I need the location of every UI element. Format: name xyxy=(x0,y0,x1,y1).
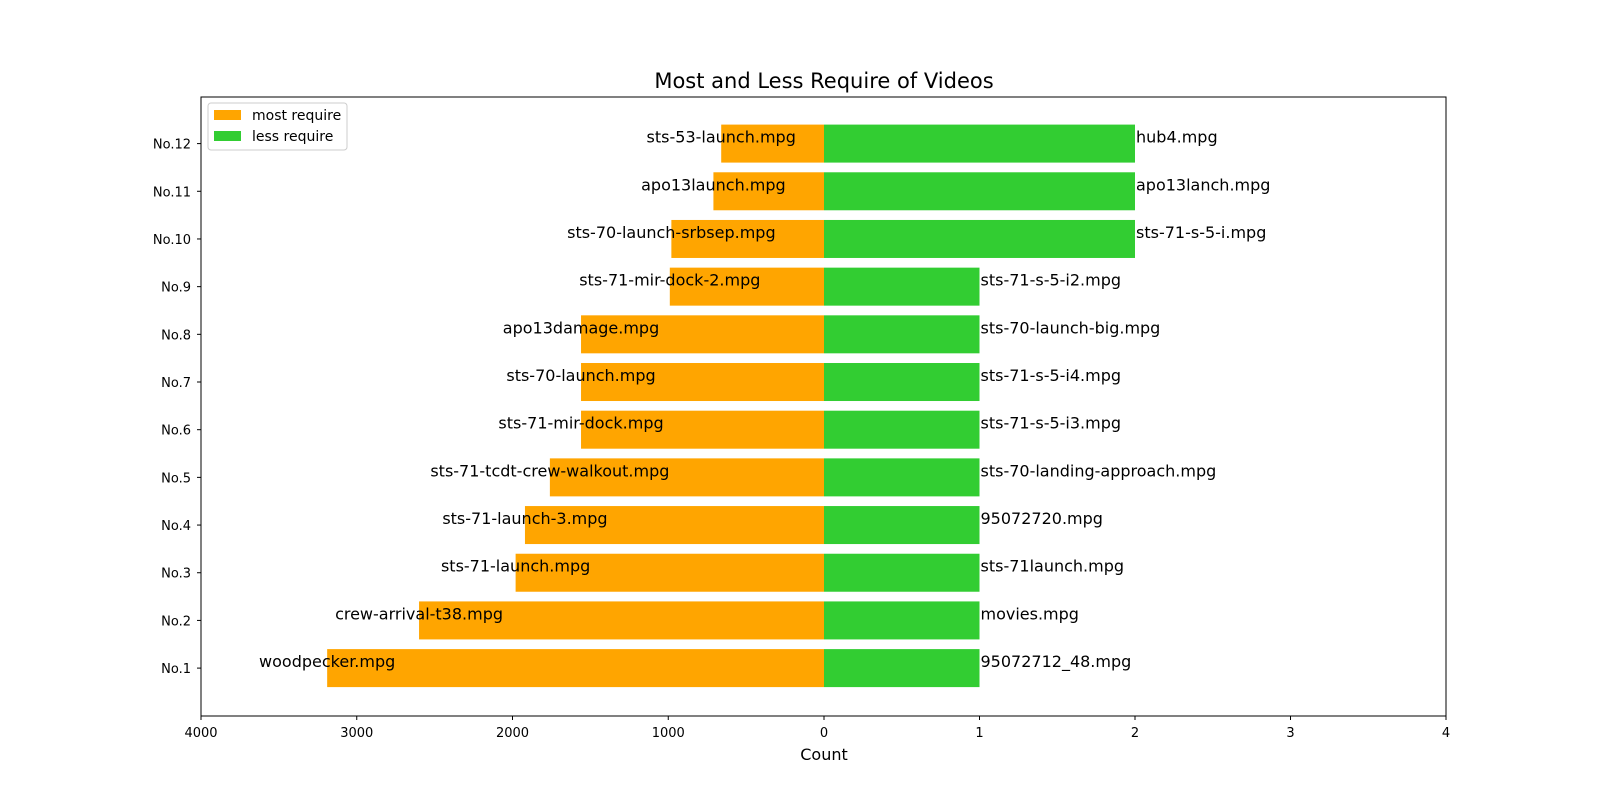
y-tick-label: No.5 xyxy=(161,471,191,486)
bar-label-most-require: sts-53-launch.mpg xyxy=(647,128,796,147)
bar-label-less-require: apo13lanch.mpg xyxy=(1136,175,1270,194)
y-tick-label: No.9 xyxy=(161,281,191,296)
legend-label: most require xyxy=(252,108,341,124)
plot-frame xyxy=(200,96,1447,717)
bar-most-require xyxy=(419,601,824,640)
bar-less-require xyxy=(824,601,980,640)
x-tick-label: 2000 xyxy=(496,726,529,741)
x-tick-label: 3000 xyxy=(340,726,373,741)
bar-label-most-require: sts-71-launch.mpg xyxy=(441,557,590,576)
bar-label-most-require: sts-71-launch-3.mpg xyxy=(442,509,607,528)
legend-box xyxy=(207,102,348,151)
bar-less-require xyxy=(824,267,980,306)
bar-most-require xyxy=(669,267,824,306)
x-tick-label: 3 xyxy=(1286,726,1294,741)
bar-less-require xyxy=(824,172,1135,211)
bar-most-require xyxy=(721,124,824,163)
bar-less-require xyxy=(824,506,980,545)
bar-most-require xyxy=(671,219,824,258)
chart-title: Most and Less Require of Videos xyxy=(654,69,993,93)
bar-label-less-require: 95072720.mpg xyxy=(981,509,1103,528)
bar-most-require xyxy=(581,363,824,402)
bar-label-most-require: apo13launch.mpg xyxy=(641,175,786,194)
x-tick-label: 4 xyxy=(1442,726,1450,741)
y-tick-label: No.7 xyxy=(161,376,191,391)
bar-label-less-require: hub4.mpg xyxy=(1136,128,1218,147)
y-tick-label: No.3 xyxy=(161,567,191,582)
bar-label-most-require: sts-71-tcdt-crew-walkout.mpg xyxy=(430,461,669,480)
y-tick-label: No.11 xyxy=(153,185,191,200)
bar-label-most-require: sts-71-mir-dock-2.mpg xyxy=(579,271,760,290)
x-axis: 4000 3000 2000 1000 0 1 2 3 4 xyxy=(184,716,1450,741)
bar-less-require xyxy=(824,219,1135,258)
bar-less-require xyxy=(824,124,1135,163)
bar-most-require xyxy=(515,553,824,592)
bar-label-less-require: sts-70-landing-approach.mpg xyxy=(981,461,1217,480)
bar-label-less-require: movies.mpg xyxy=(981,604,1079,623)
bar-label-less-require: sts-71launch.mpg xyxy=(981,557,1125,576)
bar-label-less-require: sts-71-s-5-i.mpg xyxy=(1136,223,1266,242)
bar-label-most-require: woodpecker.mpg xyxy=(259,652,395,671)
bar-label-less-require: 95072712_48.mpg xyxy=(981,652,1132,672)
bar-label-most-require: apo13damage.mpg xyxy=(503,318,659,337)
bar-most-require xyxy=(327,649,824,688)
x-tick-label: 1000 xyxy=(652,726,685,741)
bar-most-require xyxy=(713,172,824,211)
x-tick-label: 2 xyxy=(1131,726,1139,741)
y-tick-label: No.4 xyxy=(161,519,191,534)
x-tick-label: 0 xyxy=(820,726,828,741)
x-axis-label: Count xyxy=(800,745,848,764)
bar-most-require xyxy=(524,506,824,545)
bar-most-require xyxy=(549,458,824,497)
legend-label: less require xyxy=(252,129,333,145)
bar-less-require xyxy=(824,363,980,402)
bar-label-less-require: sts-71-s-5-i3.mpg xyxy=(981,414,1122,433)
y-tick-label: No.10 xyxy=(153,233,191,248)
y-tick-label: No.1 xyxy=(161,662,191,677)
y-tick-label: No.12 xyxy=(153,138,191,153)
bar-less-require xyxy=(824,410,980,449)
legend-swatch xyxy=(214,110,241,120)
y-axis: No.1 No.2 No.3 No.4 No.5 No.6 No.7 No.8 No.9 No.1… xyxy=(153,138,201,677)
bar-label-most-require: crew-arrival-t38.mpg xyxy=(335,604,503,623)
bar-label-less-require: sts-71-s-5-i4.mpg xyxy=(981,366,1122,385)
bar-less-require xyxy=(824,458,980,497)
x-tick-label: 4000 xyxy=(184,726,217,741)
y-tick-label: No.6 xyxy=(161,424,191,439)
y-tick-label: No.2 xyxy=(161,614,191,629)
bar-less-require xyxy=(824,315,980,354)
bar-most-require xyxy=(581,410,824,449)
bars-group xyxy=(327,124,1135,688)
bar-labels-group: woodpecker.mpg 95072712_48.mpg crew-arriva… xyxy=(259,128,1270,672)
legend: most require less require xyxy=(207,102,348,151)
bar-less-require xyxy=(824,649,980,688)
bar-label-most-require: sts-71-mir-dock.mpg xyxy=(498,414,663,433)
bar-less-require xyxy=(824,553,980,592)
bar-label-most-require: sts-70-launch.mpg xyxy=(506,366,655,385)
x-tick-label: 1 xyxy=(975,726,983,741)
y-tick-label: No.8 xyxy=(161,328,191,343)
bar-label-less-require: sts-70-launch-big.mpg xyxy=(981,318,1161,337)
bar-label-most-require: sts-70-launch-srbsep.mpg xyxy=(567,223,775,242)
legend-swatch xyxy=(214,131,241,141)
bar-most-require xyxy=(581,315,824,354)
bar-label-less-require: sts-71-s-5-i2.mpg xyxy=(981,271,1122,290)
